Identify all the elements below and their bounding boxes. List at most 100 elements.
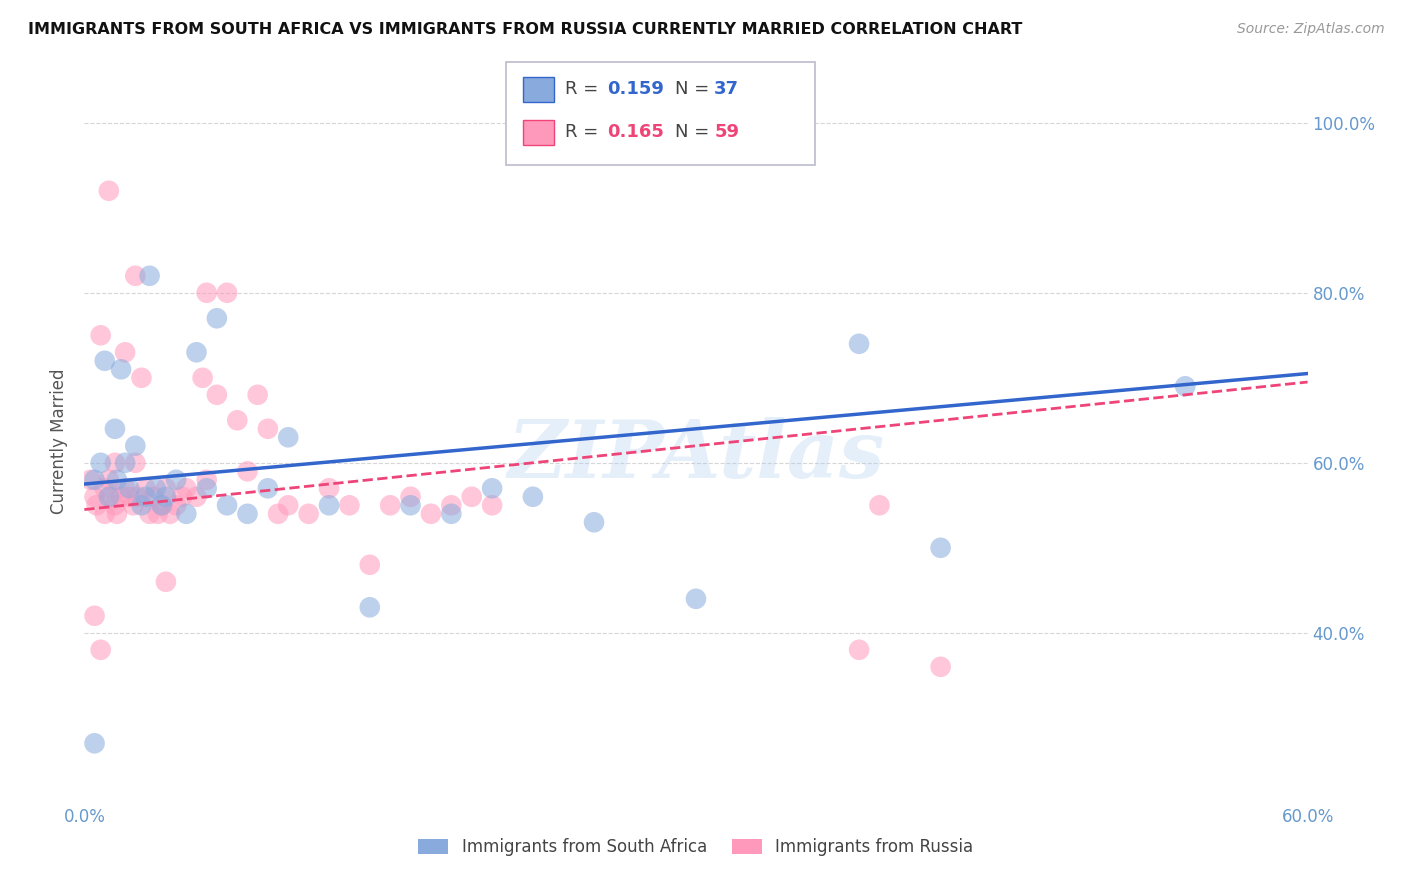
Point	[848, 336, 870, 351]
Point	[440, 498, 463, 512]
Point	[138, 507, 160, 521]
Point	[150, 498, 173, 512]
Point	[131, 498, 153, 512]
Point	[90, 456, 112, 470]
Point	[399, 498, 422, 512]
Point	[105, 473, 128, 487]
Point	[318, 481, 340, 495]
Point	[135, 481, 157, 495]
Text: Source: ZipAtlas.com: Source: ZipAtlas.com	[1237, 22, 1385, 37]
Text: IMMIGRANTS FROM SOUTH AFRICA VS IMMIGRANTS FROM RUSSIA CURRENTLY MARRIED CORRELA: IMMIGRANTS FROM SOUTH AFRICA VS IMMIGRAN…	[28, 22, 1022, 37]
Point	[79, 473, 101, 487]
Point	[93, 507, 115, 521]
Point	[191, 371, 214, 385]
Point	[90, 328, 112, 343]
Point	[90, 642, 112, 657]
Point	[122, 498, 145, 512]
Point	[155, 481, 177, 495]
Point	[420, 507, 443, 521]
Point	[186, 345, 208, 359]
Point	[83, 608, 105, 623]
Text: N =: N =	[675, 80, 714, 98]
Point	[124, 456, 146, 470]
Point	[83, 736, 105, 750]
Point	[135, 490, 157, 504]
Point	[114, 481, 136, 495]
Point	[145, 481, 167, 495]
Point	[481, 481, 503, 495]
Point	[165, 473, 187, 487]
Point	[440, 507, 463, 521]
Point	[93, 353, 115, 368]
Point	[114, 345, 136, 359]
Point	[124, 439, 146, 453]
Text: R =: R =	[565, 80, 605, 98]
Point	[236, 507, 259, 521]
Point	[105, 507, 128, 521]
Point	[246, 388, 269, 402]
Point	[146, 507, 169, 521]
Point	[217, 285, 239, 300]
Point	[83, 490, 105, 504]
Point	[97, 490, 120, 504]
Point	[131, 371, 153, 385]
Point	[83, 473, 105, 487]
Point	[110, 490, 132, 504]
Point	[399, 490, 422, 504]
Point	[155, 574, 177, 589]
Point	[359, 558, 381, 572]
Point	[205, 311, 228, 326]
Point	[929, 660, 952, 674]
Point	[339, 498, 361, 512]
Point	[195, 285, 218, 300]
Point	[277, 498, 299, 512]
Text: 0.159: 0.159	[607, 80, 664, 98]
Point	[685, 591, 707, 606]
Point	[174, 481, 197, 495]
Point	[114, 456, 136, 470]
Point	[104, 422, 127, 436]
Point	[848, 642, 870, 657]
Point	[257, 481, 280, 495]
Point	[159, 507, 181, 521]
Point	[257, 422, 280, 436]
Point	[318, 498, 340, 512]
Point	[217, 498, 239, 512]
Point	[118, 481, 141, 495]
Point	[1174, 379, 1197, 393]
Point	[104, 456, 127, 470]
Point	[93, 481, 115, 495]
Point	[277, 430, 299, 444]
Point	[165, 498, 187, 512]
Point	[100, 490, 122, 504]
Point	[583, 516, 606, 530]
Y-axis label: Currently Married: Currently Married	[51, 368, 69, 515]
Point	[142, 490, 165, 504]
Point	[118, 490, 141, 504]
Point	[155, 490, 177, 504]
Point	[172, 490, 194, 504]
Text: N =: N =	[675, 123, 714, 141]
Text: ZIPAtlas: ZIPAtlas	[508, 417, 884, 495]
Point	[195, 473, 218, 487]
Point	[86, 498, 108, 512]
Point	[174, 507, 197, 521]
Point	[195, 481, 218, 495]
Point	[127, 490, 149, 504]
Point	[481, 498, 503, 512]
Text: 37: 37	[714, 80, 740, 98]
Text: 59: 59	[714, 123, 740, 141]
Point	[226, 413, 249, 427]
Text: R =: R =	[565, 123, 605, 141]
Point	[359, 600, 381, 615]
Legend: Immigrants from South Africa, Immigrants from Russia: Immigrants from South Africa, Immigrants…	[412, 831, 980, 863]
Point	[205, 388, 228, 402]
Point	[186, 490, 208, 504]
Point	[150, 498, 173, 512]
Point	[869, 498, 891, 512]
Point	[97, 473, 120, 487]
Point	[97, 184, 120, 198]
Text: 0.165: 0.165	[607, 123, 664, 141]
Point	[104, 498, 127, 512]
Point	[110, 362, 132, 376]
